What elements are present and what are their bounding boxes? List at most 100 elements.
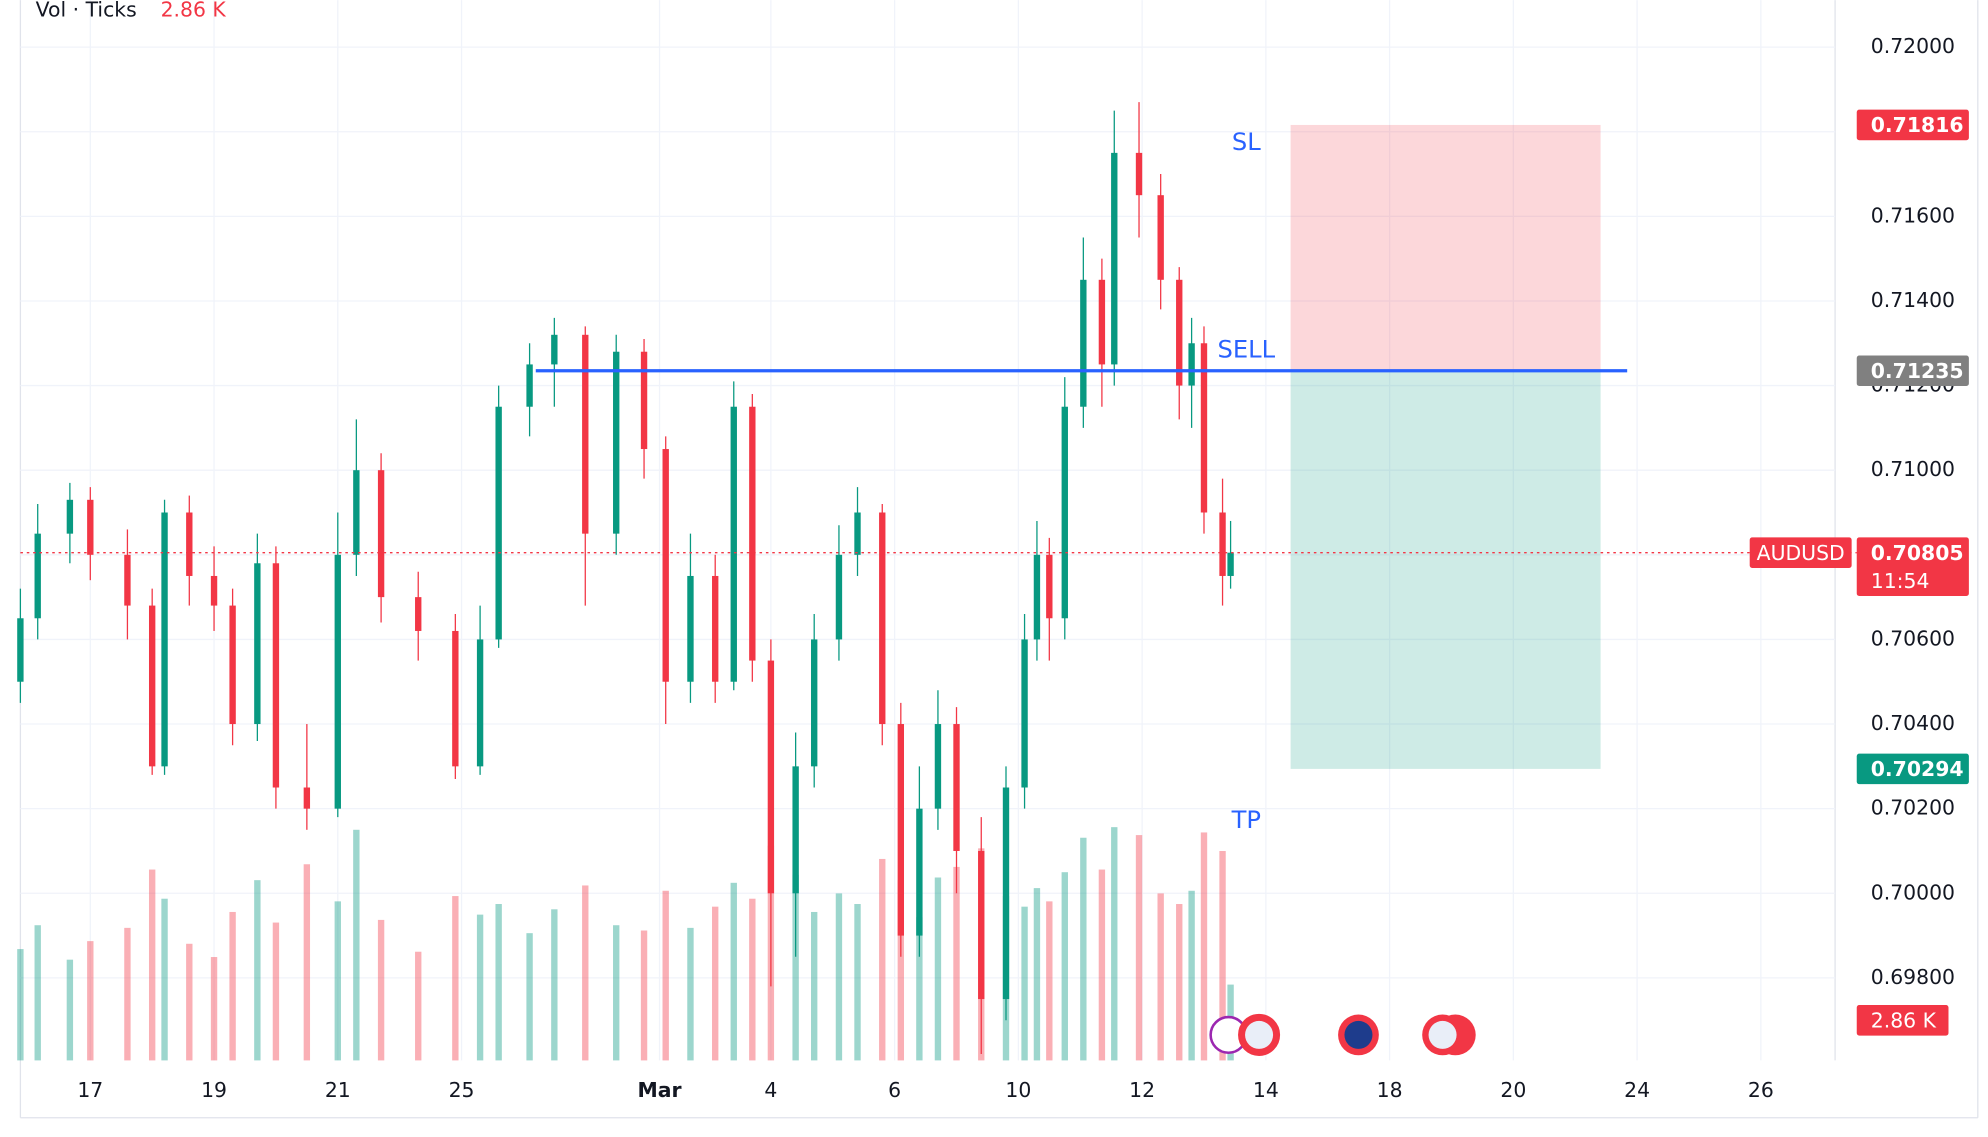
candle-body [897,724,905,936]
y-tick-label: 0.70400 [1871,711,1955,735]
volume-bar [1080,837,1087,1061]
candles [17,102,1234,1055]
volume-bar [1200,832,1208,1061]
x-tick-label: 4 [764,1078,777,1102]
event-icon-inner [1344,1020,1373,1049]
candle-body [229,605,236,725]
y-tick-label: 0.71400 [1871,288,1955,312]
entry-label: SELL [1218,335,1276,363]
volume-bar [916,917,923,1061]
position-tool[interactable] [1290,124,1601,769]
y-tick-label: 0.71000 [1871,457,1955,481]
candle-body [272,563,280,788]
candle-body [1098,279,1106,365]
candle-body [978,850,985,1000]
candle-body [526,364,533,407]
candle-body [1021,639,1028,788]
event-icons[interactable] [1209,1013,1476,1056]
y-tick-label: 0.71600 [1871,203,1955,227]
x-tick-label: 19 [201,1078,227,1102]
volume-legend: Vol · Ticks [36,0,137,21]
x-tick-label: 6 [888,1078,901,1102]
candle-body [1135,152,1143,196]
volume-bar [210,957,218,1061]
volume-bar [272,922,280,1061]
volume-bar [582,885,589,1061]
candle-body [303,787,311,809]
x-tick-label: 12 [1129,1078,1155,1102]
candle-body [1111,152,1118,365]
symbol-label: AUDUSD [1757,541,1845,565]
candle-body [1046,554,1053,619]
candle-body [66,499,74,534]
candle-body [749,406,756,661]
candle-body [1200,343,1208,513]
volume-bar [17,949,24,1061]
candle-body [934,724,942,809]
volume-bar [934,877,942,1061]
candle-body [124,554,131,606]
volume-bar [476,914,484,1061]
candle-body [551,334,558,365]
volume-bar [1046,901,1053,1061]
candle-body [186,512,193,576]
volume-bar [897,880,905,1061]
candle-body [811,639,818,767]
volume-bar [66,959,74,1061]
volume-bar [186,943,193,1061]
candle-body [854,512,861,555]
x-tick-label: 18 [1377,1078,1403,1102]
candle-body [730,406,737,682]
event-icon-inner [1428,1020,1457,1049]
volume-bar [551,909,558,1061]
y-tick-label: 0.72000 [1871,34,1955,58]
volume-bar [662,890,669,1061]
price-tag-label: 0.70294 [1871,757,1964,781]
volume-bar [879,858,886,1061]
candle-body [161,512,168,767]
volume-bar [452,896,459,1061]
candle-body [613,351,620,534]
candle-body [1157,195,1164,280]
volume-tag-label: 2.86 K [1871,1009,1937,1033]
candle-body [792,766,799,894]
volume-bar [334,901,341,1061]
volume-bar [34,925,41,1061]
volume-bar [161,898,168,1061]
y-tick-label: 0.69800 [1871,965,1955,989]
volume-bar [1176,904,1183,1061]
price-tag [1856,537,1969,597]
candle-body [662,449,669,682]
candle-body [712,575,719,682]
countdown: 11:54 [1871,569,1930,593]
stop-zone [1290,124,1601,371]
candle-body [1002,787,1010,1000]
x-tick-label: 20 [1500,1078,1526,1102]
target-zone [1290,370,1601,769]
volume-bar [229,911,236,1061]
candle-body [353,470,360,555]
target-label: TP [1231,806,1261,834]
candle-body [1080,279,1087,407]
x-tick-label: 14 [1253,1078,1279,1102]
x-tick-label: 25 [449,1078,475,1102]
candle-body [687,575,694,682]
candle-body [334,554,341,809]
candle-body [476,639,484,767]
volume-bar [1219,850,1226,1061]
price-tag-label: 0.71816 [1871,113,1964,137]
volume-bar [1157,893,1164,1061]
volume-bar [526,933,533,1061]
volume-bar [854,904,861,1061]
volume-bar [1188,890,1195,1061]
candle-body [415,597,422,631]
candle-body [148,605,156,767]
candle-body [879,512,886,725]
candle-body [1033,554,1041,640]
volume-bar [811,911,818,1061]
event-icon-inner [1245,1020,1274,1049]
volume-tag [1856,1004,1949,1036]
candle-body [1219,512,1226,576]
volume-bar [303,864,311,1061]
